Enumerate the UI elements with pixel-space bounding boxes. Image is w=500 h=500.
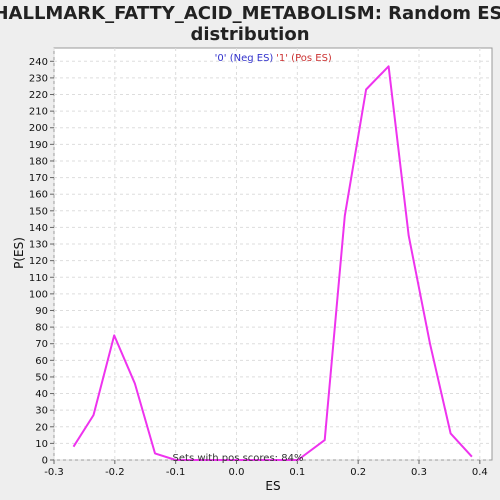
y-tick-label: 0 bbox=[42, 456, 48, 467]
y-tick-label: 90 bbox=[35, 306, 48, 317]
x-tick-label: 0.4 bbox=[472, 467, 488, 478]
x-tick-label: -0.2 bbox=[105, 467, 125, 478]
y-tick-label: 210 bbox=[29, 107, 48, 118]
x-tick-label: -0.1 bbox=[166, 467, 186, 478]
grid bbox=[53, 48, 492, 461]
y-tick-label: 80 bbox=[35, 323, 48, 334]
y-tick-label: 120 bbox=[29, 256, 48, 267]
y-tick-label: 30 bbox=[35, 406, 48, 417]
series-line bbox=[72, 65, 473, 461]
x-tick-label: 0.3 bbox=[411, 467, 427, 478]
y-tick-label: 220 bbox=[29, 90, 48, 101]
y-tick-label: 110 bbox=[29, 273, 48, 284]
y-tick-label: 150 bbox=[29, 206, 48, 217]
y-tick-label: 170 bbox=[29, 173, 48, 184]
y-tick-label: 50 bbox=[35, 372, 48, 383]
y-tick-label: 140 bbox=[29, 223, 48, 234]
axes: 0 10 20 30 40 50 60 70 80 90 100 110 120 130 140 150 160… bbox=[29, 57, 488, 478]
x-axis-label: ES bbox=[265, 479, 280, 493]
x-tick-label: -0.3 bbox=[44, 467, 64, 478]
y-tick-label: 200 bbox=[29, 123, 48, 134]
y-axis-label: P(ES) bbox=[12, 237, 26, 269]
y-tick-label: 190 bbox=[29, 140, 48, 151]
legend-pos-es: '1' (Pos ES) bbox=[276, 53, 332, 64]
y-tick-label: 130 bbox=[29, 240, 48, 251]
series-layer bbox=[72, 65, 473, 461]
y-tick-label: 160 bbox=[29, 190, 48, 201]
y-tick-label: 230 bbox=[29, 73, 48, 84]
legend-neg-es: '0' (Neg ES) bbox=[215, 53, 274, 64]
y-tick-label: 100 bbox=[29, 289, 48, 300]
y-tick-label: 180 bbox=[29, 156, 48, 167]
y-tick-label: 10 bbox=[35, 439, 48, 450]
x-tick-label: 0.0 bbox=[229, 467, 245, 478]
plot-area bbox=[53, 47, 493, 461]
y-tick-label: 40 bbox=[35, 389, 48, 400]
chart-title-line1: HALLMARK_FATTY_ACID_METABOLISM: Random E… bbox=[0, 3, 500, 24]
x-tick-label: 0.2 bbox=[350, 467, 366, 478]
y-tick-label: 60 bbox=[35, 356, 48, 367]
annotation-pos-scores: Sets with pos scores: 84% bbox=[173, 453, 304, 464]
y-tick-label: 70 bbox=[35, 339, 48, 350]
y-tick-label: 20 bbox=[35, 422, 48, 433]
y-tick-label: 240 bbox=[29, 57, 48, 68]
chart-title-line2: distribution bbox=[190, 24, 309, 45]
x-tick-label: 0.1 bbox=[289, 467, 305, 478]
